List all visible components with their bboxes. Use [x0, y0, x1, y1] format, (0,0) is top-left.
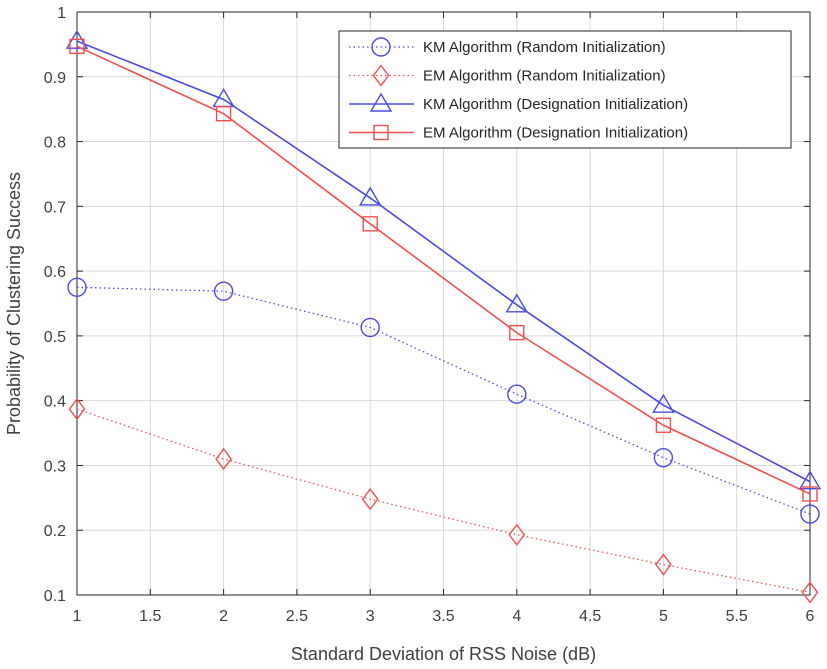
data-point-square — [509, 324, 525, 341]
y-tick-label: 0.3 — [44, 458, 66, 475]
legend-marker-triangle — [369, 92, 393, 112]
x-tick-label: 4.5 — [579, 608, 601, 625]
data-point-diamond — [215, 447, 232, 471]
axes-box — [76, 11, 811, 596]
axes — [76, 11, 811, 596]
data-point-circle — [653, 447, 674, 468]
y-tick-label: 0.1 — [44, 588, 66, 605]
legend-entry: KM Algorithm (Random Initialization) — [349, 37, 666, 57]
y-tick-label: 1 — [57, 5, 66, 22]
data-point-triangle — [652, 393, 675, 413]
series-line — [76, 45, 811, 495]
legend-entry: EM Algorithm (Random Initialization) — [349, 64, 666, 87]
x-tick-label: 5 — [659, 608, 668, 625]
data-point-circle — [213, 281, 234, 301]
data-point-triangle — [505, 293, 529, 313]
y-tick-label: 0.7 — [44, 199, 66, 216]
y-tick-label: 0.9 — [44, 70, 66, 87]
series-layer — [65, 29, 822, 604]
data-point-circle — [360, 317, 380, 338]
data-point-diamond — [361, 487, 379, 511]
data-point-square — [655, 417, 672, 433]
x-tick-label: 2 — [219, 608, 228, 625]
series-1 — [68, 397, 819, 604]
x-tick-label: 3.5 — [432, 608, 454, 625]
series-line — [76, 286, 811, 515]
legend-marker-diamond — [372, 64, 390, 87]
data-point-circle — [67, 277, 87, 298]
legend-label: KM Algorithm (Designation Initialization… — [423, 96, 688, 113]
x-tick-label: 3 — [366, 608, 375, 625]
data-point-square — [215, 106, 232, 122]
y-tick-label: 0.8 — [44, 135, 66, 152]
x-tick-label: 1 — [73, 608, 82, 625]
data-point-diamond — [68, 397, 86, 421]
legend-entry: EM Algorithm (Designation Initialization… — [349, 125, 688, 142]
data-point-square — [362, 216, 378, 232]
x-tick-label: 1.5 — [139, 608, 161, 625]
data-point-triangle — [358, 186, 382, 206]
data-point-diamond — [655, 553, 672, 576]
series-line — [76, 40, 811, 483]
legend-label: KM Algorithm (Random Initialization) — [423, 39, 666, 56]
legend-marker-circle — [371, 37, 391, 57]
series-0 — [67, 277, 820, 524]
data-point-circle — [507, 384, 527, 404]
y-axis-title: Probability of Clustering Success — [4, 172, 24, 435]
x-tick-label: 5.5 — [726, 608, 748, 625]
x-tick-label: 2.5 — [286, 608, 308, 625]
legend-box — [338, 30, 792, 149]
y-tick-label: 0.5 — [44, 329, 66, 346]
legend-marker-square — [373, 124, 389, 141]
y-tick-label: 0.6 — [44, 264, 66, 281]
x-tick-label: 4 — [512, 608, 521, 625]
x-tick-label: 6 — [806, 608, 815, 625]
data-point-circle — [800, 504, 820, 524]
legend-entry: KM Algorithm (Designation Initialization… — [349, 92, 688, 113]
data-point-triangle — [798, 470, 822, 490]
data-point-diamond — [508, 523, 526, 546]
y-tick-label: 0.2 — [44, 523, 66, 540]
data-point-square — [802, 486, 818, 502]
data-point-diamond — [801, 581, 819, 604]
data-point-square — [69, 38, 85, 55]
legend-label: EM Algorithm (Designation Initialization… — [423, 125, 688, 142]
series-3 — [69, 38, 818, 502]
tick-labels: 1 1.5 2 2.5 3 3.5 4 4.5 5 5.5 6 0.1 0.2 0.3 0.4 0.5 0.6 0… — [44, 5, 815, 625]
legend: KM Algorithm (Random Initialization) EM A… — [338, 30, 792, 149]
legend-label: EM Algorithm (Random Initialization) — [423, 68, 666, 85]
y-tick-label: 0.4 — [44, 394, 66, 411]
x-axis-title: Standard Deviation of RSS Noise (dB) — [291, 644, 596, 664]
